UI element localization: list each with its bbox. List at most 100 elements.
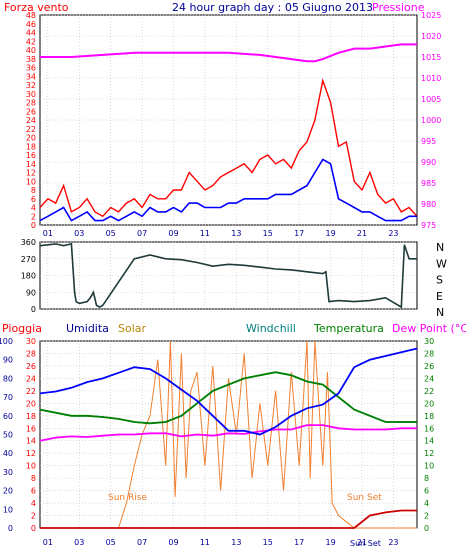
rain-tick: 24 [26,374,36,383]
temp-tick: 2 [424,512,429,521]
y-tick-left: 32 [26,81,36,90]
series-layer [39,43,418,529]
x-tick-label: 19 [326,538,336,547]
humidity-tick: 20 [3,487,13,496]
y-tick-right: 1020 [421,32,441,41]
wind-pressure-panel [39,14,418,226]
temp-tick: 26 [424,362,434,371]
temp-tick: 0 [424,524,429,533]
x-tick-label: 05 [106,538,116,547]
y-tick-left: 28 [26,99,36,108]
humidity-tick: 70 [3,393,13,402]
y-tick-left: 38 [26,55,36,64]
y-tick-right: 1005 [421,95,441,104]
y-tick-left: 90 [26,288,36,297]
compass-label: S [436,274,443,287]
sun-rise-label: Sun Rise [108,493,147,503]
rain-tick: 22 [26,387,36,396]
rain-tick: 0 [31,524,36,533]
y-tick-right: 975 [421,221,436,230]
humidity-tick: 30 [3,468,13,477]
y-tick-right: 995 [421,137,436,146]
sun-set-label: Sun Set [347,493,382,503]
rain-tick: 28 [26,349,36,358]
x-tick-label: 09 [168,538,178,547]
humidity-tick: 80 [3,374,13,383]
temperature-line [39,371,417,425]
humidity-line [39,347,418,436]
x-tick-label: 05 [106,229,116,238]
humidity-tick: 90 [3,356,13,365]
temp-tick: 6 [424,487,429,496]
pressure-label: Pressione [372,1,425,14]
x-tick-label: 01 [43,538,53,547]
y-tick-left: 0 [31,305,36,314]
rain-tick: 2 [31,512,36,521]
y-tick-left: 42 [26,37,36,46]
x-tick-label: 09 [168,229,178,238]
y-tick-right: 1015 [421,53,441,62]
x-tick-label: 17 [294,538,304,547]
x-tick-label: 15 [263,229,273,238]
temp-tick: 24 [424,374,434,383]
compass-label: N [436,306,444,319]
humidity-label: Umidita [66,322,109,335]
x-tick-label: 15 [263,538,273,547]
y-tick-left: 24 [26,116,36,125]
humidity-tick: 50 [3,431,13,440]
x-tick-label: 07 [137,229,147,238]
temp-tick: 8 [424,474,429,483]
rain-tick: 10 [26,462,36,471]
x-tick-label: 03 [74,229,84,238]
y-tick-left: 26 [26,107,36,116]
compass-label: E [436,290,443,303]
temp-tick: 20 [424,399,434,408]
y-tick-left: 40 [26,46,36,55]
rain-tick: 30 [26,337,36,346]
wind-direction-panel [39,241,418,310]
y-tick-left: 16 [26,151,36,160]
solar-label: Solar [118,322,147,335]
y-tick-right: 990 [421,158,436,167]
sun-set-axis-label: Sun Set [350,539,381,548]
humidity-tick: 10 [3,505,13,514]
wind-gust-line [39,77,418,218]
rain-tick: 4 [31,499,36,508]
temp-tick: 12 [424,449,434,458]
y-tick-left: 270 [21,255,36,264]
wind-avg-line [39,158,417,222]
rain-tick: 26 [26,362,36,371]
x-tick-label: 13 [231,229,241,238]
y-tick-left: 6 [31,195,36,204]
x-tick-label: 03 [74,538,84,547]
y-tick-left: 44 [26,29,36,38]
y-tick-left: 180 [21,272,36,281]
x-tick-label: 21 [357,538,367,547]
y-tick-left: 4 [31,204,36,213]
humidity-tick: 40 [3,449,13,458]
y-tick-left: 12 [26,169,36,178]
x-tick-label: 07 [137,538,147,547]
temp-humidity-panel [39,340,418,529]
compass-label: N [436,241,444,254]
y-tick-right: 985 [421,179,436,188]
temp-tick: 30 [424,337,434,346]
rain-label: Pioggia [2,322,42,335]
y-tick-left: 48 [26,11,36,20]
y-tick-left: 36 [26,64,36,73]
rain-tick: 20 [26,399,36,408]
x-tick-label: 19 [326,229,336,238]
humidity-tick: 100 [0,337,13,346]
x-tick-label: 23 [388,229,398,238]
y-tick-left: 30 [26,90,36,99]
y-tick-left: 360 [21,238,36,247]
y-tick-right: 1025 [421,11,441,20]
x-tick-label: 13 [231,538,241,547]
humidity-tick: 60 [3,412,13,421]
y-tick-left: 34 [26,72,36,81]
y-tick-right: 980 [421,200,436,209]
temp-tick: 18 [424,412,434,421]
y-tick-left: 14 [26,160,36,169]
rain-tick: 14 [26,437,36,446]
